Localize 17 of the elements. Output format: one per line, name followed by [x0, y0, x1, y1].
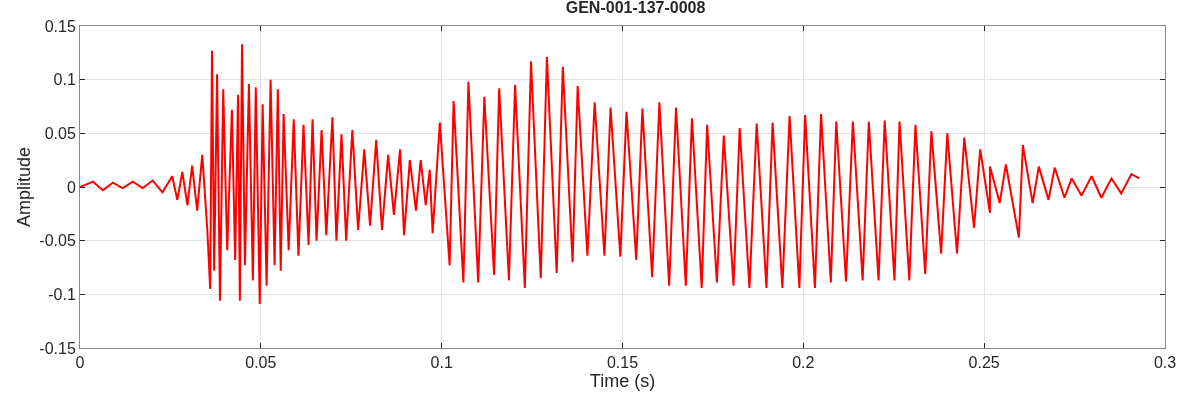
- y-tick-label: 0: [66, 178, 76, 196]
- x-tick-label: 0.1: [430, 354, 453, 372]
- y-axis-title: Amplitude: [13, 146, 34, 228]
- x-tick-label: 0.3: [1153, 354, 1177, 372]
- y-tick-label: -0.1: [48, 285, 76, 303]
- x-tick-label: 0.25: [968, 354, 1000, 372]
- y-tick-label: 0.15: [44, 17, 76, 35]
- chart-title: GEN-001-137-0008: [565, 0, 706, 17]
- x-axis-title: Time (s): [589, 371, 656, 392]
- x-tick-label: 0.05: [245, 354, 277, 372]
- y-tick-label: 0.1: [53, 71, 76, 89]
- y-tick-label: -0.05: [39, 232, 76, 250]
- x-tick-label: 0.15: [606, 354, 639, 372]
- x-tick-label: 0.2: [792, 354, 815, 372]
- line-series: [80, 43, 1141, 305]
- y-tick-label: 0.05: [44, 124, 76, 142]
- y-tick-label: -0.15: [39, 339, 76, 357]
